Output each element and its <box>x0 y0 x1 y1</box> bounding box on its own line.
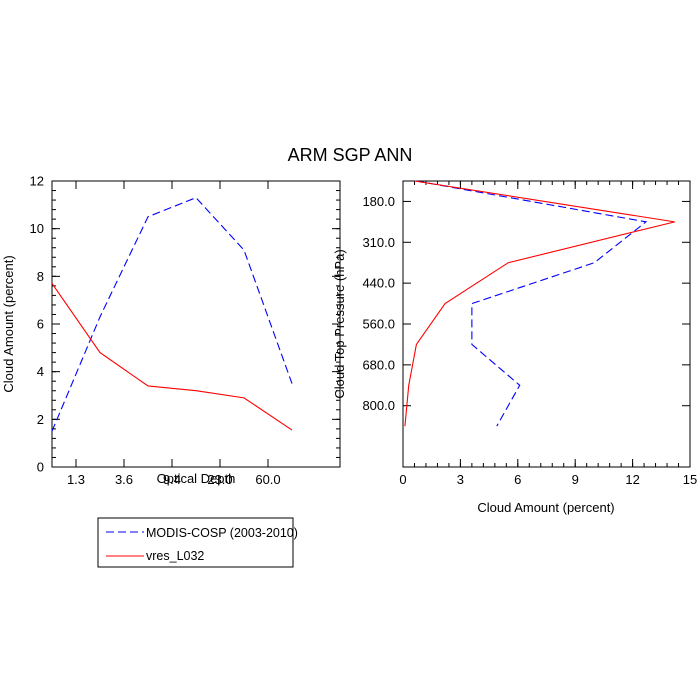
left-x-axis-label: Optical Depth <box>157 471 236 486</box>
left-x-tick-label: 23.0 <box>207 472 232 487</box>
right-x-tick-label: 6 <box>514 472 521 487</box>
right-y-tick-label: 800.0 <box>362 398 395 413</box>
right-series-model-line <box>404 180 675 427</box>
left-y-tick-label: 2 <box>37 412 44 427</box>
right-x-tick-label: 3 <box>457 472 464 487</box>
left-y-tick-label: 6 <box>37 317 44 332</box>
legend-label-modis: MODIS-COSP (2003-2010) <box>146 526 298 540</box>
legend: MODIS-COSP (2003-2010) vres_L032 <box>97 517 298 568</box>
left-y-tick-label: 8 <box>37 269 44 284</box>
right-series-lines <box>404 180 675 427</box>
right-x-axis-label: Cloud Amount (percent) <box>477 500 614 515</box>
right-x-tick-label: 15 <box>683 472 697 487</box>
right-axis-tick-labels: 0 3 6 9 12 15 180.0 310.0 440.0 560.0 680.0 800.0 <box>362 194 697 487</box>
right-y-tick-label: 310.0 <box>362 235 395 250</box>
legend-label-model: vres_L032 <box>146 549 204 563</box>
left-axis-tick-labels: 0 2 4 6 8 10 12 1.3 3.6 9.4 23.0 60.0 <box>30 174 281 488</box>
left-y-tick-label: 4 <box>37 364 44 379</box>
right-y-tick-label: 560.0 <box>362 317 395 332</box>
left-x-tick-label: 9.4 <box>163 472 181 487</box>
right-x-tick-label: 9 <box>572 472 579 487</box>
left-series-lines <box>51 197 293 432</box>
left-y-axis-label: Cloud Amount (percent) <box>1 255 16 392</box>
left-y-tick-label: 0 <box>37 460 44 475</box>
right-y-tick-label: 440.0 <box>362 276 395 291</box>
left-x-tick-label: 1.3 <box>67 472 85 487</box>
right-y-axis-label: Cloud Top Pressure (hPa) <box>332 249 347 398</box>
left-series-modis-line <box>51 197 293 432</box>
left-x-tick-label: 3.6 <box>115 472 133 487</box>
left-y-tick-label: 10 <box>30 221 44 236</box>
left-series-model-line <box>51 283 293 431</box>
right-axis-ticks <box>402 181 691 467</box>
left-x-tick-label: 60.0 <box>255 472 280 487</box>
right-y-tick-label: 680.0 <box>362 357 395 372</box>
left-panel-optical-depth: 0 2 4 6 8 10 12 1.3 3.6 9.4 23.0 60.0 Optical Depth… <box>1 174 341 488</box>
left-y-tick-label: 12 <box>30 174 44 189</box>
right-panel-cloud-top-pressure: 0 3 6 9 12 15 180.0 310.0 440.0 560.0 680.0 800.0 C… <box>332 180 697 515</box>
chart-title: ARM SGP ANN <box>288 145 413 165</box>
right-x-tick-label: 0 <box>399 472 406 487</box>
right-series-modis-line <box>416 180 648 427</box>
right-y-tick-label: 180.0 <box>362 194 395 209</box>
legend-box <box>97 517 294 568</box>
right-x-tick-label: 12 <box>625 472 639 487</box>
left-axis-ticks <box>52 180 340 468</box>
